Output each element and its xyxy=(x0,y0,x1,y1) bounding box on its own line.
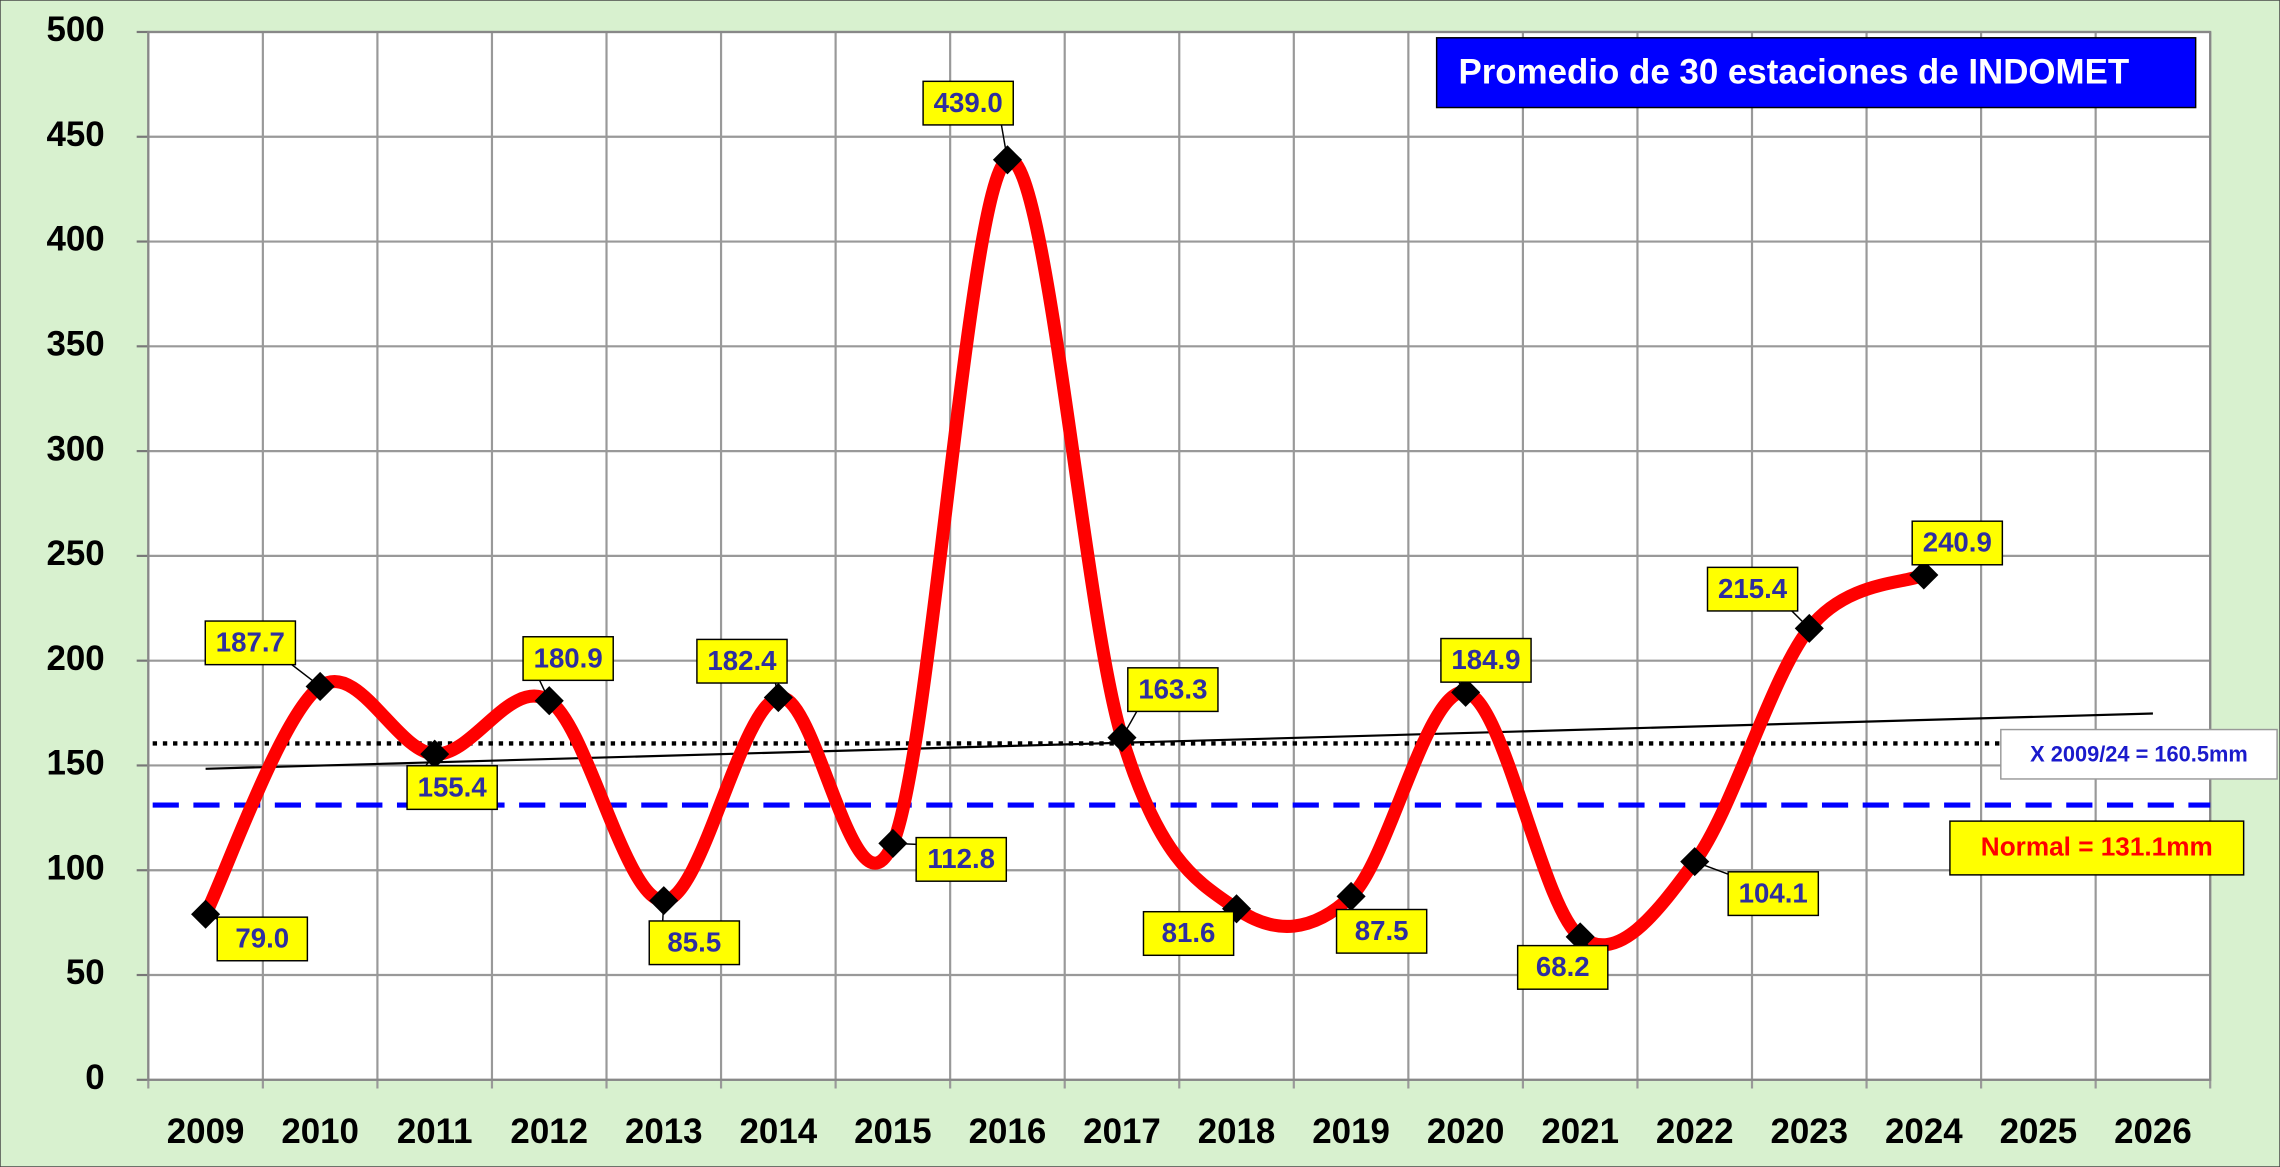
x-tick-label: 2020 xyxy=(1427,1112,1505,1151)
y-tick-label: 200 xyxy=(46,639,104,678)
y-tick-label: 400 xyxy=(46,220,104,259)
marker xyxy=(1336,881,1366,911)
marker xyxy=(191,899,221,929)
x-tick-label: 2023 xyxy=(1770,1112,1848,1151)
data-label-box xyxy=(406,765,498,811)
x-tick-label: 2016 xyxy=(969,1112,1047,1151)
y-tick-label: 150 xyxy=(46,744,104,783)
data-label-box xyxy=(1706,566,1799,612)
x-tick-label: 2026 xyxy=(2114,1112,2192,1151)
data-label-box xyxy=(922,80,1014,126)
title-box xyxy=(1435,37,2197,109)
x-tick-label: 2009 xyxy=(167,1112,245,1151)
data-label: 85.5 xyxy=(667,927,721,958)
x-tick-label: 2018 xyxy=(1198,1112,1276,1151)
data-label: 104.1 xyxy=(1739,877,1808,908)
data-label-box xyxy=(216,916,309,962)
y-tick-label: 450 xyxy=(46,115,104,154)
mean-label-box xyxy=(2000,728,2278,780)
data-label-box xyxy=(204,620,297,666)
x-tick-label: 2025 xyxy=(2000,1112,2078,1151)
data-label-box xyxy=(696,638,788,684)
data-label-box xyxy=(1127,667,1219,713)
x-tick-label: 2022 xyxy=(1656,1112,1734,1151)
data-label: 187.7 xyxy=(216,627,285,658)
data-label-box xyxy=(915,836,1008,882)
x-tick-label: 2013 xyxy=(625,1112,703,1151)
data-label-box xyxy=(1142,910,1235,957)
data-label: 439.0 xyxy=(934,87,1003,118)
data-label: 180.9 xyxy=(534,642,603,673)
x-tick-label: 2019 xyxy=(1312,1112,1390,1151)
marker xyxy=(992,145,1022,175)
mean-label: X 2009/24 = 160.5mm xyxy=(2030,741,2248,766)
y-tick-label: 250 xyxy=(46,534,104,573)
marker xyxy=(1451,677,1481,707)
marker xyxy=(420,739,450,769)
data-label: 184.9 xyxy=(1451,644,1520,675)
data-label: 81.6 xyxy=(1162,917,1216,948)
plot-border xyxy=(147,30,2212,1081)
x-tick-label: 2011 xyxy=(397,1112,473,1151)
data-label: 87.5 xyxy=(1355,915,1409,946)
data-label-box xyxy=(1727,871,1820,917)
data-label: 182.4 xyxy=(707,645,777,676)
x-tick-label: 2014 xyxy=(740,1112,818,1151)
data-label: 112.8 xyxy=(927,843,995,874)
y-tick-label: 50 xyxy=(66,953,105,992)
x-tick-label: 2024 xyxy=(1885,1112,1963,1151)
x-tick-label: 2021 xyxy=(1541,1112,1619,1151)
normal-label-box xyxy=(1949,820,2245,876)
data-label: 155.4 xyxy=(418,771,488,802)
data-label-box xyxy=(522,636,614,682)
data-label: 215.4 xyxy=(1718,573,1788,604)
data-label-box xyxy=(1516,944,1609,990)
data-label: 163.3 xyxy=(1138,673,1207,704)
data-label-box xyxy=(1440,637,1532,683)
data-label-box xyxy=(1335,908,1428,954)
x-tick-label: 2012 xyxy=(510,1112,588,1151)
chart-title: Promedio de 30 estaciones de INDOMET xyxy=(1458,52,2129,91)
marker xyxy=(1680,847,1710,877)
data-label: 240.9 xyxy=(1923,527,1992,558)
trendline xyxy=(205,712,2153,770)
y-tick-label: 0 xyxy=(85,1058,104,1097)
data-label: 68.2 xyxy=(1536,951,1590,982)
data-label-box xyxy=(648,920,741,966)
y-tick-label: 500 xyxy=(46,10,104,49)
normal-label: Normal = 131.1mm xyxy=(1981,832,2213,862)
data-label: 79.0 xyxy=(235,923,289,954)
y-tick-label: 300 xyxy=(46,429,104,468)
x-tick-label: 2017 xyxy=(1083,1112,1161,1151)
data-label-box xyxy=(1911,520,2004,566)
marker xyxy=(1565,922,1595,952)
y-tick-label: 350 xyxy=(46,325,104,364)
marker xyxy=(1909,560,1939,590)
x-tick-label: 2010 xyxy=(281,1112,359,1151)
marker xyxy=(1794,613,1824,643)
x-tick-label: 2015 xyxy=(854,1112,932,1151)
y-tick-label: 100 xyxy=(46,848,104,887)
